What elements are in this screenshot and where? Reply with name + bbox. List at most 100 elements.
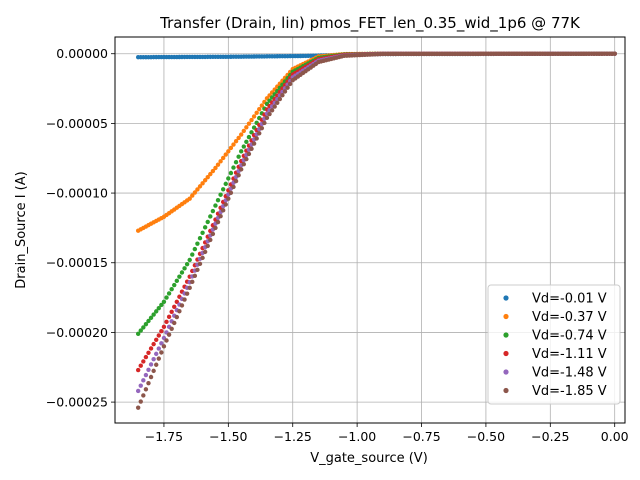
data-point	[202, 225, 208, 230]
data-point	[223, 152, 228, 157]
data-point	[259, 125, 265, 131]
data-point	[220, 187, 226, 192]
data-point	[192, 273, 198, 279]
data-point	[159, 350, 164, 355]
data-point	[154, 362, 159, 367]
data-point	[213, 165, 218, 171]
data-point	[241, 128, 246, 134]
data-point	[187, 257, 192, 263]
y-axis-ticks: 0.00000 −0.00005 −0.00010 −0.00015 −0.00020 −…	[46, 46, 115, 410]
data-point	[282, 89, 288, 94]
data-point	[138, 328, 143, 333]
x-tick-label: −1.00	[338, 429, 376, 444]
data-point	[236, 173, 241, 178]
data-point	[223, 181, 228, 187]
data-point	[215, 219, 221, 225]
data-point	[612, 51, 617, 56]
data-point	[164, 295, 169, 300]
x-tick-label: −1.25	[274, 429, 312, 444]
data-point	[190, 252, 195, 257]
data-point	[138, 383, 143, 388]
data-point	[166, 291, 172, 296]
data-point	[174, 314, 180, 320]
data-point	[148, 362, 154, 367]
data-point	[151, 312, 156, 317]
legend-label: Vd=-0.01 V	[532, 292, 607, 307]
y-tick-label: −0.00020	[46, 325, 108, 340]
data-point	[148, 374, 154, 380]
legend-marker	[503, 350, 509, 357]
y-tick-label: −0.00005	[46, 116, 108, 131]
data-point	[148, 346, 154, 351]
legend-label: Vd=-1.85 V	[532, 384, 607, 399]
data-point	[174, 299, 180, 304]
data-point	[177, 274, 182, 279]
data-point	[156, 346, 161, 351]
legend-marker	[503, 387, 509, 394]
data-point	[218, 192, 223, 197]
data-point	[143, 354, 149, 360]
data-point	[182, 266, 187, 271]
data-point	[205, 174, 210, 180]
data-point	[267, 111, 272, 117]
data-point	[195, 241, 200, 246]
plot-frame	[114, 36, 626, 424]
legend-label: Vd=-1.48 V	[532, 366, 607, 381]
data-point	[138, 399, 143, 404]
legend: Vd=-0.01 V Vd=-0.37 V Vd=-0.74 V Vd=-1.11 V…	[487, 284, 621, 405]
data-point	[264, 115, 270, 121]
data-point	[228, 190, 234, 195]
x-axis-ticks: −1.75 −1.50 −1.25 −1.00 −0.75 −0.50 −0.25 0.00	[145, 423, 629, 444]
data-point	[161, 299, 167, 304]
data-point	[143, 372, 149, 378]
data-point	[184, 291, 190, 296]
data-point	[205, 219, 210, 225]
data-point	[246, 151, 252, 157]
data-point	[220, 155, 226, 161]
data-point	[141, 378, 146, 383]
data-point	[236, 154, 241, 159]
data-point	[269, 108, 275, 113]
data-point	[236, 135, 241, 141]
data-point	[174, 278, 180, 284]
data-point	[151, 368, 156, 374]
data-point	[226, 196, 231, 201]
data-point	[241, 144, 246, 149]
data-point	[156, 356, 161, 361]
data-point	[244, 139, 249, 144]
data-point	[239, 149, 244, 154]
data-point	[161, 324, 167, 330]
legend-marker	[503, 332, 509, 338]
data-point	[184, 261, 190, 267]
y-tick-label: −0.00025	[46, 395, 108, 410]
data-point	[257, 131, 262, 136]
data-point	[151, 356, 156, 362]
data-point	[246, 121, 252, 126]
data-point	[159, 328, 164, 334]
data-point	[239, 132, 244, 137]
data-point	[141, 359, 146, 364]
data-point	[164, 319, 169, 325]
data-point	[197, 184, 203, 189]
data-point	[187, 196, 192, 201]
data-point	[215, 162, 221, 167]
data-point	[213, 203, 218, 208]
data-point	[190, 279, 195, 285]
legend-box	[487, 284, 621, 405]
data-point	[287, 81, 293, 87]
data-point	[249, 117, 254, 123]
data-point	[135, 388, 141, 394]
data-point	[233, 159, 239, 165]
data-point	[202, 249, 208, 255]
y-tick-label: 0.00000	[56, 46, 108, 61]
data-point	[210, 168, 216, 174]
data-point	[220, 208, 226, 213]
data-point	[197, 261, 203, 267]
data-point	[241, 162, 246, 167]
data-point	[166, 332, 172, 337]
x-tick-label: −0.25	[531, 429, 569, 444]
data-point	[231, 165, 236, 170]
data-point	[262, 120, 267, 126]
data-point	[249, 146, 254, 151]
